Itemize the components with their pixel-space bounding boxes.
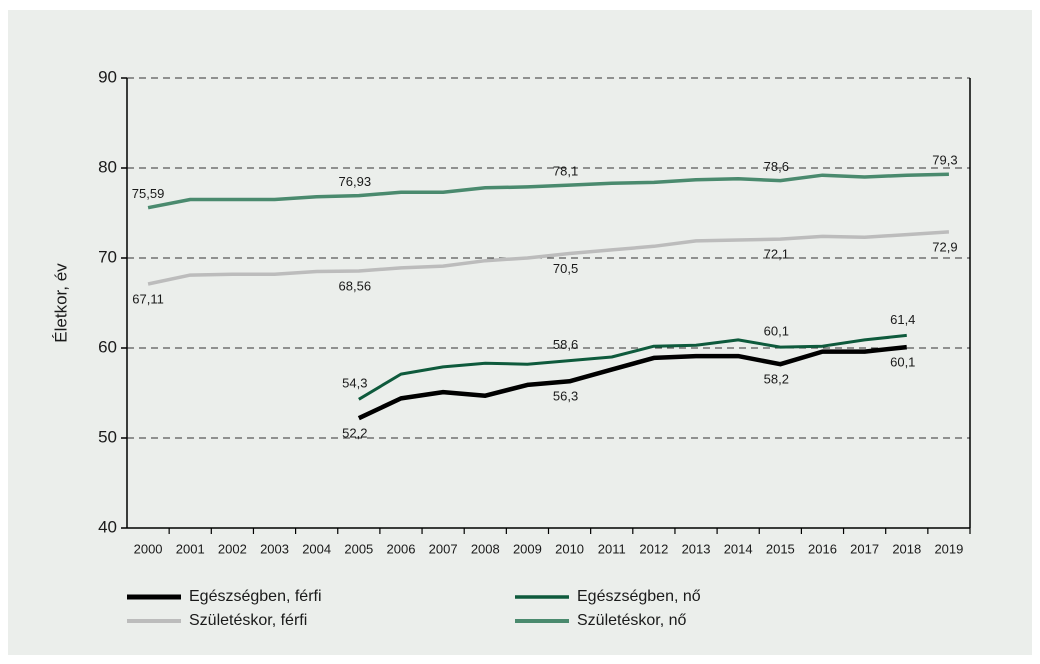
x-tick-label: 2018: [892, 541, 921, 556]
legend-label: Egészségben, nő: [577, 588, 701, 605]
y-axis-label: Életkor, év: [51, 263, 70, 343]
x-tick-label: 2013: [682, 541, 711, 556]
x-tick-label: 2014: [724, 541, 753, 556]
series-line: [357, 344, 908, 421]
legend-label: Egészségben, férfi: [189, 588, 322, 605]
data-label: 79,3: [932, 153, 957, 168]
data-label: 75,59: [132, 186, 165, 201]
x-tick-label: 2008: [471, 541, 500, 556]
x-tick-label: 2006: [387, 541, 416, 556]
x-tick-label: 2002: [218, 541, 247, 556]
data-label: 78,1: [553, 164, 578, 179]
x-tick-label: 2000: [134, 541, 163, 556]
data-label: 76,93: [339, 174, 372, 189]
y-tick-label: 50: [98, 427, 117, 446]
legend-label: Születéskor, nő: [577, 612, 687, 629]
data-label: 68,56: [339, 278, 372, 293]
y-tick-label: 60: [98, 337, 117, 356]
series-line: [147, 230, 950, 286]
data-label: 56,3: [553, 389, 578, 404]
data-label: 54,3: [342, 376, 367, 391]
data-label: 52,2: [342, 426, 367, 441]
data-label: 60,1: [764, 324, 789, 339]
x-tick-label: 2016: [808, 541, 837, 556]
data-label: 61,4: [890, 312, 915, 327]
x-tick-label: 2005: [344, 541, 373, 556]
legend-label: Születéskor, férfi: [189, 612, 307, 629]
series-line: [358, 333, 907, 401]
data-label: 78,6: [764, 159, 789, 174]
data-label: 72,9: [932, 239, 957, 254]
x-tick-label: 2017: [850, 541, 879, 556]
x-tick-label: 2019: [934, 541, 963, 556]
y-tick-label: 90: [98, 67, 117, 86]
y-tick-label: 40: [98, 517, 117, 536]
x-tick-label: 2007: [429, 541, 458, 556]
x-tick-label: 2012: [639, 541, 668, 556]
x-tick-label: 2011: [598, 541, 626, 556]
y-tick-label: 80: [98, 157, 117, 176]
series-line: [147, 172, 949, 210]
x-tick-label: 2015: [766, 541, 795, 556]
data-label: 58,2: [764, 372, 789, 387]
x-tick-label: 2004: [302, 541, 331, 556]
data-label: 58,6: [553, 337, 578, 352]
x-tick-label: 2003: [260, 541, 289, 556]
panel: [8, 10, 1032, 655]
data-label: 60,1: [890, 355, 915, 370]
y-tick-label: 70: [98, 247, 117, 266]
x-tick-label: 2010: [555, 541, 584, 556]
data-label: 72,1: [764, 247, 789, 262]
x-tick-label: 2009: [513, 541, 542, 556]
data-label: 70,5: [553, 261, 578, 276]
x-tick-label: 2001: [176, 541, 205, 556]
data-label: 67,11: [132, 291, 164, 306]
